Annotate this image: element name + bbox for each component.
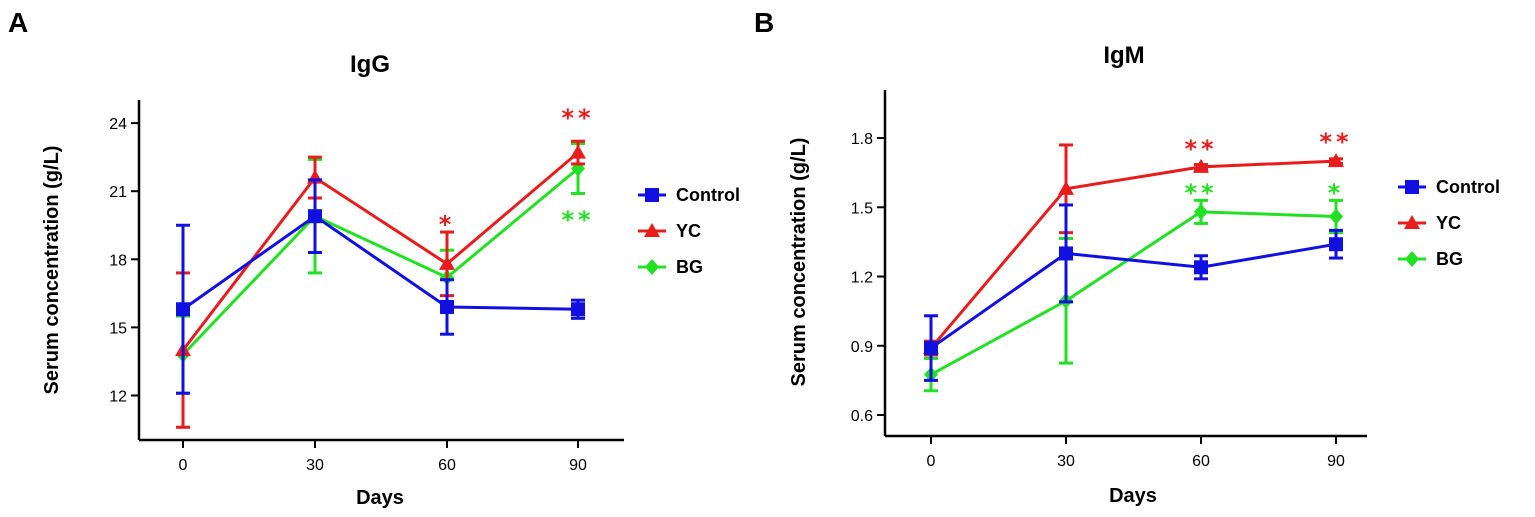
chart-b-y-tick-label: 1.8 (851, 131, 873, 148)
chart-b-significance-label: ** (1319, 128, 1352, 156)
chart-b: B IgM 0.6 0.9 1.2 1.5 1.8 0 30 60 90 Days Serum conc… (754, 7, 1500, 507)
chart-b-legend-item-control: Control (1398, 177, 1500, 197)
chart-b-series-control-point (924, 341, 938, 356)
chart-b-series-yc-point (1328, 153, 1344, 168)
chart-a-y-tick-label: 15 (109, 320, 127, 337)
chart-b-panel-label: B (754, 7, 774, 38)
chart-b-legend-marker (1404, 215, 1420, 229)
chart-b-series-bg-line (930, 210, 1337, 376)
chart-b-series-control-point (1059, 246, 1073, 261)
chart-b-y-tick-label: 1.2 (851, 270, 873, 287)
chart-b-y-tick-label: 0.9 (851, 339, 873, 356)
chart-a-series-yc-point (570, 144, 586, 159)
chart-a-series-bg (176, 142, 585, 395)
chart-a-y-tick-label: 12 (109, 389, 127, 406)
chart-a-significance-label: ** (561, 104, 594, 132)
chart-b-y-tick-label: 0.6 (851, 408, 873, 425)
chart-a-series-control-point (308, 209, 322, 224)
chart-b-series-control-line (930, 242, 1337, 350)
chart-b-y-tick-label: 1.5 (851, 200, 873, 217)
chart-a-legend-marker (645, 259, 659, 275)
chart-b-x-axis-title: Days (1109, 485, 1157, 507)
chart-a-y-tick-label: 21 (109, 184, 127, 201)
chart-b-legend-item-yc: YC (1398, 213, 1461, 233)
chart-a-title: IgG (350, 51, 390, 78)
chart-a-y-axis-title: Serum concentration (g/L) (41, 146, 63, 395)
chart-a-legend-marker (644, 223, 660, 237)
chart-a-series-yc-point (439, 255, 455, 270)
chart-b-y-axis-title: Serum concentration (g/L) (788, 138, 810, 387)
chart-a-legend-marker (645, 188, 659, 202)
chart-a-legend-label: YC (676, 221, 701, 241)
chart-b-series-yc-point (1058, 180, 1074, 195)
chart-b-significance-label: ** (1184, 179, 1217, 207)
chart-a-legend-item-yc: YC (638, 221, 701, 241)
chart-b-legend-label: BG (1436, 249, 1463, 269)
chart-b-x-tick-label: 60 (1192, 453, 1210, 470)
chart-b-legend-marker (1405, 180, 1419, 194)
chart-b-series-bg (924, 198, 1343, 393)
chart-b-x-tick-label: 0 (927, 453, 936, 470)
chart-a-panel-label: A (8, 7, 28, 38)
chart-b-title: IgM (1103, 42, 1144, 69)
chart-a-significance-label: * (439, 211, 456, 239)
chart-a-series-bg-line (181, 167, 579, 356)
chart-a-series-control-line (182, 214, 579, 311)
chart-b-legend-label: YC (1436, 213, 1461, 233)
chart-a-x-tick-label: 90 (569, 457, 587, 474)
chart-b-series-control-point (1329, 237, 1343, 252)
chart-b-series-yc-point (1193, 158, 1209, 173)
chart-a-x-tick-label: 60 (438, 457, 456, 474)
chart-a-series-yc-line (181, 151, 579, 352)
chart-b-x-tick-label: 30 (1057, 453, 1075, 470)
chart-b-series-yc-line (929, 159, 1337, 350)
chart-b-series-control-point (1194, 260, 1208, 275)
chart-a-series-control-point (440, 299, 454, 314)
chart-b-x-tick-label: 90 (1327, 453, 1345, 470)
chart-b-legend-marker (1405, 251, 1419, 267)
chart-a-legend-label: BG (676, 257, 703, 277)
chart-a-significance-label: ** (561, 206, 594, 234)
chart-a-legend-item-bg: BG (638, 257, 703, 277)
chart-b-significance-label: ** (1184, 135, 1217, 163)
chart-a-series-yc (175, 139, 586, 429)
chart-b-series-bg-point (1194, 203, 1208, 220)
chart-a-y-tick-label: 24 (109, 116, 127, 133)
chart-b-legend-label: Control (1436, 177, 1500, 197)
chart-a-series-control-point (176, 302, 190, 317)
chart-b-series-control (924, 203, 1343, 382)
chart-b-series-bg-point (1329, 208, 1343, 225)
chart-a-series-control (176, 178, 585, 395)
chart-a-x-tick-label: 30 (306, 457, 324, 474)
chart-b-series-yc (923, 143, 1344, 357)
chart-a-series-control-point (571, 302, 585, 317)
chart-a-legend-label: Control (676, 185, 740, 205)
chart-a-x-axis-title: Days (356, 487, 404, 509)
chart-b-significance-label: * (1328, 179, 1345, 207)
chart-b-legend-item-bg: BG (1398, 249, 1463, 269)
chart-a-x-tick-label: 0 (179, 457, 188, 474)
chart-a-y-tick-label: 18 (109, 252, 127, 269)
chart-a-legend-item-control: Control (638, 185, 740, 205)
chart-a: A IgG 12 15 18 21 24 0 30 60 90 Days Serum concentra… (8, 7, 740, 509)
